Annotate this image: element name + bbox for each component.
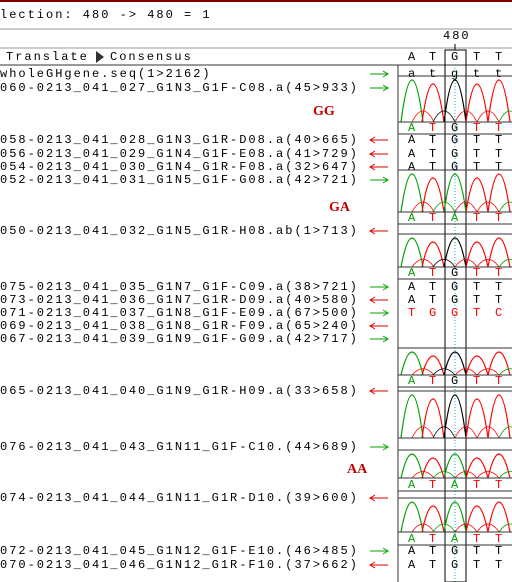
read-base: T	[473, 293, 482, 307]
read-base: A	[408, 558, 417, 572]
read-base: G	[451, 293, 460, 307]
translate-button[interactable]: Translate	[6, 50, 89, 64]
consensus-label: Consensus	[110, 50, 193, 64]
read-base: A	[408, 160, 417, 174]
read-base: T	[429, 374, 438, 388]
read-base: T	[473, 558, 482, 572]
alignment-view: lection: 480 -> 480 = 1 480 Translate Co…	[0, 0, 512, 582]
read-base: T	[495, 160, 504, 174]
read-base: T	[495, 544, 504, 558]
read-base: G	[451, 306, 460, 320]
read-base: T	[473, 374, 482, 388]
read-base: t	[429, 67, 438, 81]
read-base: T	[429, 133, 438, 147]
read-base: T	[495, 280, 504, 294]
read-base: G	[451, 558, 460, 572]
read-base: T	[473, 306, 482, 320]
read-label[interactable]: 074-0213_041_044_G1N11_G1R-D10.(39>600)	[0, 491, 359, 505]
read-base: T	[429, 147, 438, 161]
read-base: T	[473, 211, 482, 225]
read-label[interactable]: 060-0213_041_027_G1N3_G1F-C08.a(45>933)	[0, 81, 359, 95]
read-label[interactable]: 070-0213_041_046_G1N12_G1R-F10.(37>662)	[0, 558, 359, 572]
genotype-label: AA	[347, 462, 368, 477]
read-base: A	[451, 478, 460, 492]
read-base: A	[408, 280, 417, 294]
read-base: T	[473, 478, 482, 492]
read-base: A	[408, 478, 417, 492]
read-base: T	[495, 266, 504, 280]
read-label[interactable]: 052-0213_041_031_G1N5_G1F-G08.a(42>721)	[0, 173, 359, 187]
genotype-label: GA	[329, 200, 351, 215]
read-base: T	[473, 266, 482, 280]
read-base: G	[451, 160, 460, 174]
read-base: A	[408, 293, 417, 307]
read-base: T	[429, 558, 438, 572]
read-label[interactable]: 058-0213_041_028_G1N3_G1R-D08.a(40>665)	[0, 133, 359, 147]
read-base: G	[451, 280, 460, 294]
read-base: g	[451, 67, 460, 81]
read-label[interactable]: 073-0213_041_036_G1N7_G1R-D09.a(40>580)	[0, 293, 359, 307]
read-label[interactable]: 069-0213_041_038_G1N8_G1R-F09.a(65>240)	[0, 319, 359, 333]
consensus-base: T	[473, 50, 482, 64]
read-base: G	[451, 266, 460, 280]
read-base: t	[473, 67, 482, 81]
read-label[interactable]: 072-0213_041_045_G1N12_G1F-E10.(46>485)	[0, 544, 359, 558]
selection-text: lection: 480 -> 480 = 1	[0, 8, 212, 22]
read-base: G	[451, 374, 460, 388]
read-base: G	[451, 147, 460, 161]
read-base: A	[408, 266, 417, 280]
read-base: T	[473, 160, 482, 174]
read-base: T	[429, 293, 438, 307]
read-label[interactable]: 067-0213_041_039_G1N9_G1F-G09.a(42>717)	[0, 332, 359, 346]
read-base: G	[429, 306, 438, 320]
read-base: A	[408, 211, 417, 225]
read-base: T	[429, 544, 438, 558]
read-base: T	[408, 306, 417, 320]
read-label[interactable]: 076-0213_041_043_G1N11_G1F-C10.(44>689)	[0, 440, 359, 454]
consensus-base: A	[408, 50, 417, 64]
read-base: A	[451, 211, 460, 225]
read-base: T	[429, 478, 438, 492]
read-label[interactable]: 054-0213_041_030_G1N4_G1R-F08.a(32>647)	[0, 160, 359, 174]
read-label[interactable]: wholeGHgene.seq(1>2162)	[0, 67, 212, 81]
consensus-base: T	[429, 50, 438, 64]
read-base: A	[408, 147, 417, 161]
read-base: T	[495, 133, 504, 147]
read-base: A	[408, 544, 417, 558]
read-label[interactable]: 075-0213_041_035_G1N7_G1F-C09.a(38>721)	[0, 280, 359, 294]
read-base: T	[495, 478, 504, 492]
read-base: T	[473, 280, 482, 294]
genotype-label: GG	[313, 104, 335, 119]
read-base: t	[495, 67, 504, 81]
read-label[interactable]: 065-0213_041_040_G1N9_G1R-H09.a(33>658)	[0, 384, 359, 398]
read-base: A	[408, 133, 417, 147]
read-label[interactable]: 056-0213_041_029_G1N4_G1F-E08.a(41>729)	[0, 147, 359, 161]
read-base: A	[408, 374, 417, 388]
read-base: T	[429, 280, 438, 294]
read-label[interactable]: 071-0213_041_037_G1N8_G1F-E09.a(67>500)	[0, 306, 359, 320]
read-base: a	[408, 67, 417, 81]
read-base: T	[495, 293, 504, 307]
read-base: T	[429, 211, 438, 225]
read-base: T	[429, 266, 438, 280]
read-base: T	[429, 160, 438, 174]
read-base: T	[495, 374, 504, 388]
read-base: T	[495, 558, 504, 572]
position-label: 480	[443, 29, 471, 43]
read-base: T	[473, 544, 482, 558]
read-base: T	[473, 147, 482, 161]
read-base: T	[473, 133, 482, 147]
read-base: C	[495, 306, 504, 320]
consensus-base: T	[495, 50, 504, 64]
read-base: T	[495, 147, 504, 161]
read-base: G	[451, 133, 460, 147]
consensus-base: G	[451, 50, 460, 64]
read-label[interactable]: 050-0213_041_032_G1N5_G1R-H08.ab(1>713)	[0, 224, 359, 238]
read-base: G	[451, 544, 460, 558]
read-base: T	[495, 211, 504, 225]
